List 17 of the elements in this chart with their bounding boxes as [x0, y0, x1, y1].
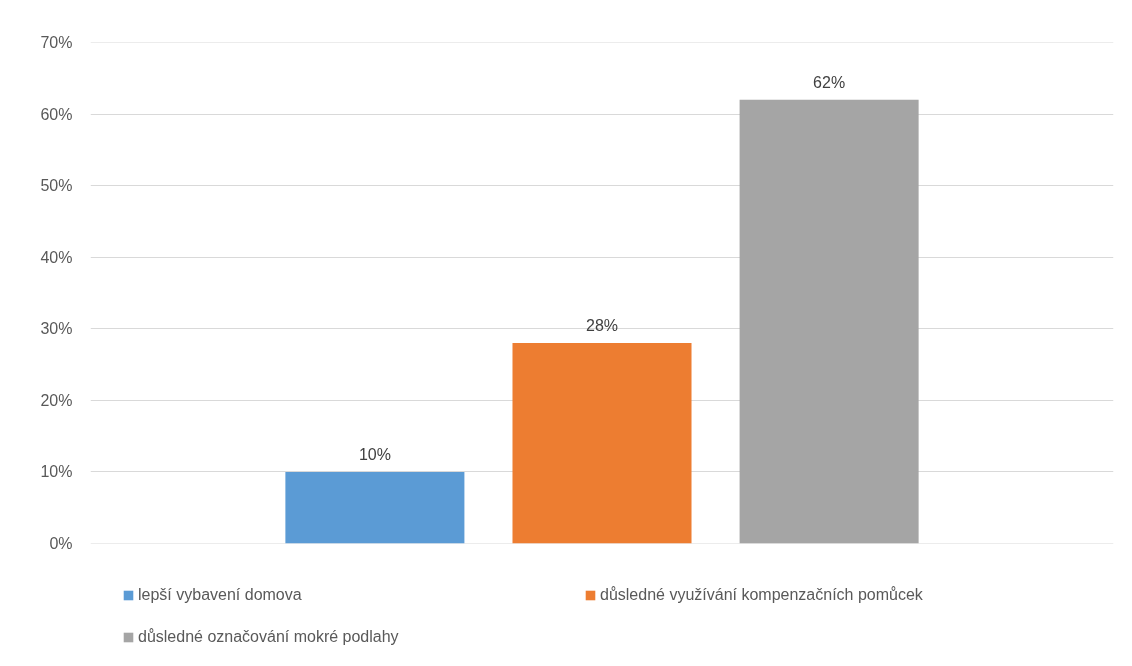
y-tick-label: 50%: [40, 177, 73, 195]
legend-label: důsledné označování mokré podlahy: [138, 627, 400, 647]
y-tick-label: 30%: [40, 320, 73, 338]
y-tick-label: 10%: [40, 463, 73, 481]
legend-label: lepší vybavení domova: [138, 585, 303, 605]
y-tick-label: 0%: [49, 535, 73, 552]
data-label: 62%: [813, 73, 846, 91]
legend-label: důsledné využívání kompenzačních pomůcek: [600, 585, 924, 605]
data-label: 28%: [585, 317, 619, 335]
y-tick-label: 60%: [40, 105, 73, 123]
y-tick-label: 20%: [40, 391, 73, 409]
bar: [739, 99, 919, 544]
data-label: 10%: [358, 445, 391, 463]
bar: [285, 471, 465, 544]
bar: [512, 343, 692, 544]
y-tick-label: 40%: [40, 248, 73, 266]
y-tick-label: 70%: [40, 34, 73, 51]
